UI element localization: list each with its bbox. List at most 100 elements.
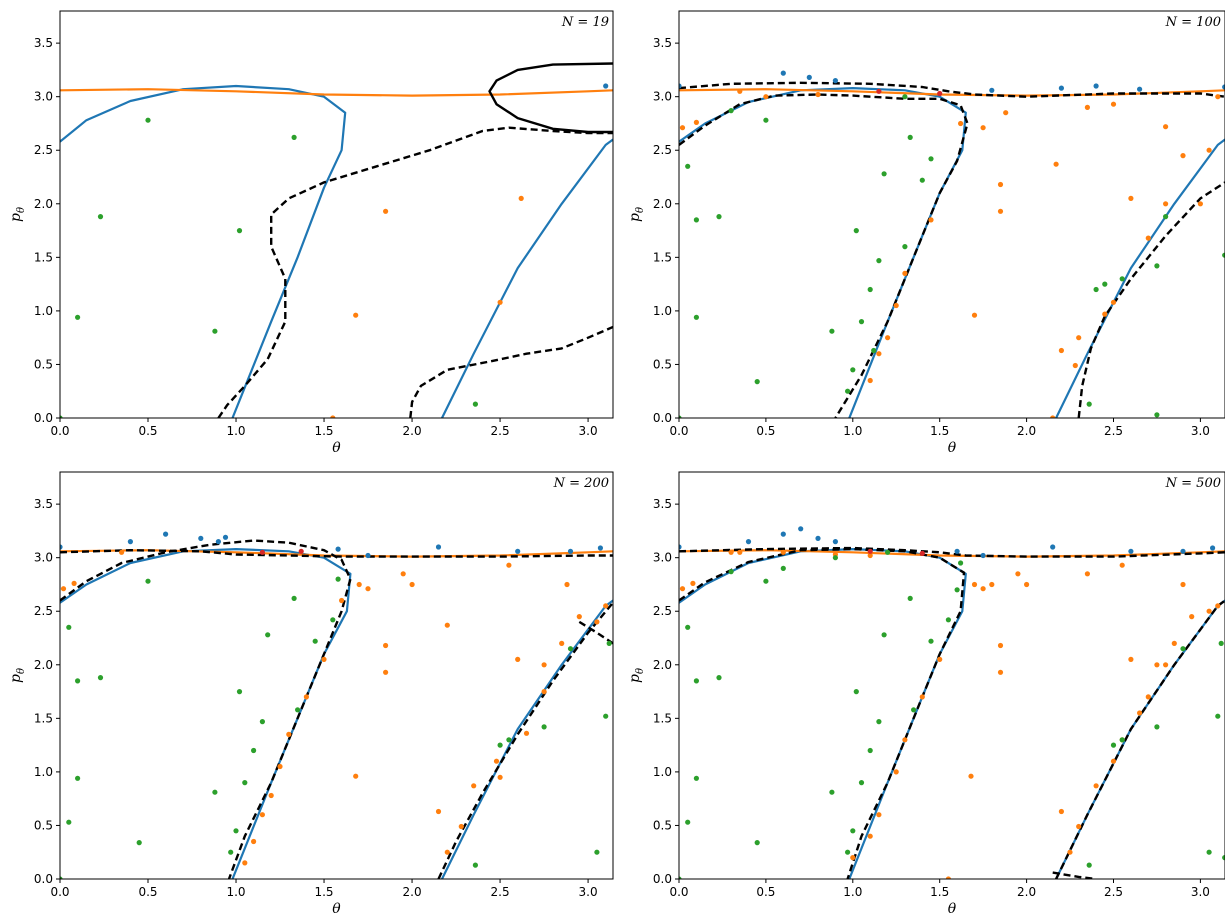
y-tick-label: 2.5 <box>653 604 672 618</box>
scatter-point <box>902 270 908 276</box>
scatter-point <box>1145 235 1151 241</box>
x-tick-label: 2.0 <box>403 424 422 438</box>
scatter-point <box>1058 85 1064 91</box>
scatter-point <box>693 775 700 781</box>
y-tick-label: 2.5 <box>34 604 53 618</box>
scatter-point <box>295 707 301 713</box>
scatter-point <box>798 526 804 532</box>
scatter-point <box>850 367 856 373</box>
scatter-point <box>902 244 908 250</box>
scatter-point <box>1163 214 1169 220</box>
scatter-point <box>881 632 887 638</box>
plot-area <box>679 70 1225 418</box>
scatter-point <box>1145 694 1151 700</box>
scatter-point <box>383 669 389 675</box>
scatter-point <box>911 707 917 713</box>
scatter-point <box>291 134 297 140</box>
scatter-point <box>1084 104 1090 110</box>
scatter-point <box>958 560 964 566</box>
scatter-point <box>1093 286 1099 293</box>
y-tick-label: 1.5 <box>34 711 53 725</box>
scatter-point <box>228 849 234 855</box>
scatter-point <box>876 812 882 818</box>
y-tick-label: 2.5 <box>34 143 53 157</box>
scatter-point <box>60 586 67 592</box>
y-tick-label: 0.5 <box>34 357 53 371</box>
scatter-point <box>1180 153 1186 159</box>
plot-area <box>60 531 613 879</box>
scatter-point <box>871 347 877 354</box>
scatter-point <box>567 646 574 652</box>
scatter-point <box>236 689 243 695</box>
scatter-point <box>1137 710 1143 716</box>
dashed-curve-5 <box>1077 181 1225 418</box>
scatter-point <box>679 125 686 131</box>
dashed-curve-4 <box>679 93 969 418</box>
scatter-point <box>832 78 839 84</box>
scatter-point <box>523 730 530 736</box>
plot-area <box>60 62 613 418</box>
scatter-point <box>298 548 304 554</box>
solid-curve-1 <box>441 599 613 879</box>
scatter-point <box>763 94 769 100</box>
scatter-point <box>937 90 943 97</box>
scatter-point <box>832 555 839 561</box>
scatter-point <box>435 544 442 550</box>
scatter-point <box>1206 849 1212 855</box>
scatter-point <box>444 849 450 855</box>
solid-curve-2 <box>60 88 613 97</box>
dashed-curve-4 <box>679 547 966 879</box>
scatter-point <box>928 638 934 644</box>
scatter-point <box>1102 281 1108 287</box>
y-axis-label: pθ <box>8 668 27 683</box>
scatter-point <box>907 134 913 140</box>
x-tick-label: 3.0 <box>579 885 598 899</box>
scatter-point <box>259 549 265 555</box>
scatter-point <box>679 415 682 418</box>
scatter-point <box>222 534 229 540</box>
y-tick-label: 1.5 <box>653 250 672 264</box>
scatter-point <box>867 747 873 754</box>
scatter-point <box>383 642 389 649</box>
scatter-point <box>1067 849 1073 855</box>
y-tick-label: 0.5 <box>34 818 53 832</box>
scatter-point <box>1093 83 1099 89</box>
scatter-point <box>242 860 248 866</box>
x-tick-label: 2.0 <box>1017 424 1036 438</box>
sample-size-annotation: N = 100 <box>1165 15 1221 30</box>
scatter-point <box>954 548 960 554</box>
scatter-point <box>1222 855 1225 861</box>
panel-n100: 0.0 0.5 1.0 1.5 2.0 2.5 3.0 0.0 0.5 1.0 1.5 2.0 2.5 3… <box>627 10 1225 456</box>
scatter-point <box>212 328 218 334</box>
scatter-point <box>1171 640 1177 647</box>
scatter-point <box>829 328 835 334</box>
x-tick-label: 1.0 <box>226 424 245 438</box>
scatter-point <box>989 581 995 588</box>
scatter-point <box>885 335 891 341</box>
scatter-point <box>980 552 986 559</box>
scatter-point <box>1050 544 1056 550</box>
scatter-point <box>745 539 752 545</box>
scatter-point <box>268 792 274 799</box>
scatter-point <box>1086 862 1092 868</box>
x-tick-label: 2.5 <box>1104 885 1123 899</box>
scatter-point <box>928 217 934 223</box>
scatter-point <box>1076 335 1082 341</box>
y-tick-label: 0.0 <box>34 872 53 886</box>
x-tick-label: 0.5 <box>756 424 775 438</box>
scatter-point <box>919 177 925 183</box>
y-tick-label: 3.5 <box>34 497 53 511</box>
solid-curve-3 <box>488 62 613 134</box>
scatter-point <box>679 876 682 879</box>
scatter-point <box>1003 110 1009 116</box>
x-tick-label: 1.5 <box>314 885 333 899</box>
scatter-point <box>330 415 336 418</box>
scatter-point <box>291 595 297 602</box>
scatter-point <box>564 581 570 588</box>
scatter-point <box>971 581 978 588</box>
scatter-point <box>997 642 1004 649</box>
scatter-point <box>365 586 371 592</box>
axes-frame <box>59 471 614 880</box>
dashed-curve-6 <box>578 620 613 645</box>
dashed-curve-3 <box>60 549 613 558</box>
